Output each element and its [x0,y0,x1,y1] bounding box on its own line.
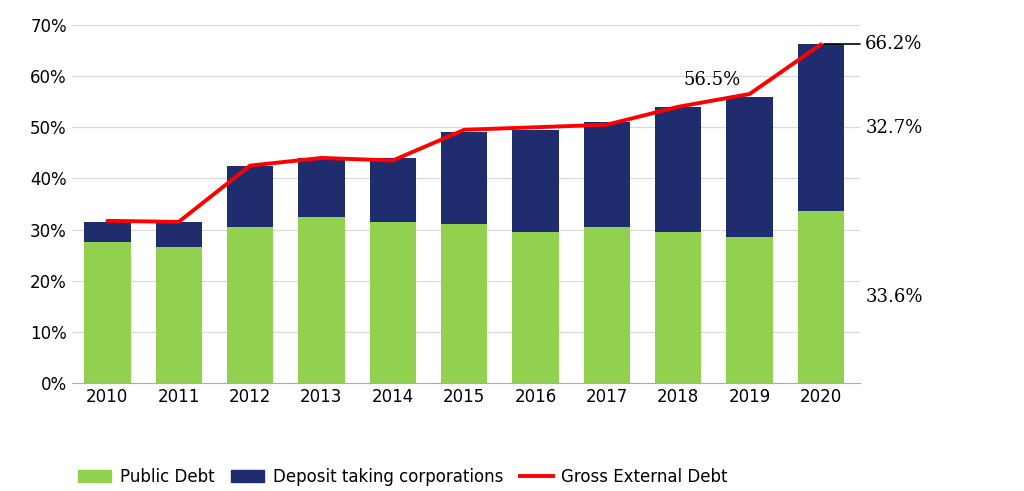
Text: 56.5%: 56.5% [684,71,741,89]
Bar [370,158,416,222]
Bar [441,133,487,224]
Bar [441,224,487,383]
Bar [227,227,273,383]
Bar [156,222,202,247]
Bar [84,243,130,383]
Text: 32.7%: 32.7% [865,118,923,136]
Bar [227,165,273,227]
Bar [584,122,630,227]
Bar [512,232,559,383]
Bar [655,232,701,383]
Bar [798,211,844,383]
Bar [726,237,773,383]
Text: 66.2%: 66.2% [823,35,923,54]
Bar [84,222,130,243]
Bar [584,227,630,383]
Bar [798,44,844,211]
Bar [298,158,345,217]
Bar [156,247,202,383]
Bar [655,107,701,232]
Bar [370,222,416,383]
Bar [298,217,345,383]
Legend: Public Debt, Deposit taking corporations, Gross External Debt: Public Debt, Deposit taking corporations… [72,461,734,491]
Bar [726,97,773,237]
Bar [512,130,559,232]
Text: 33.6%: 33.6% [865,288,923,306]
